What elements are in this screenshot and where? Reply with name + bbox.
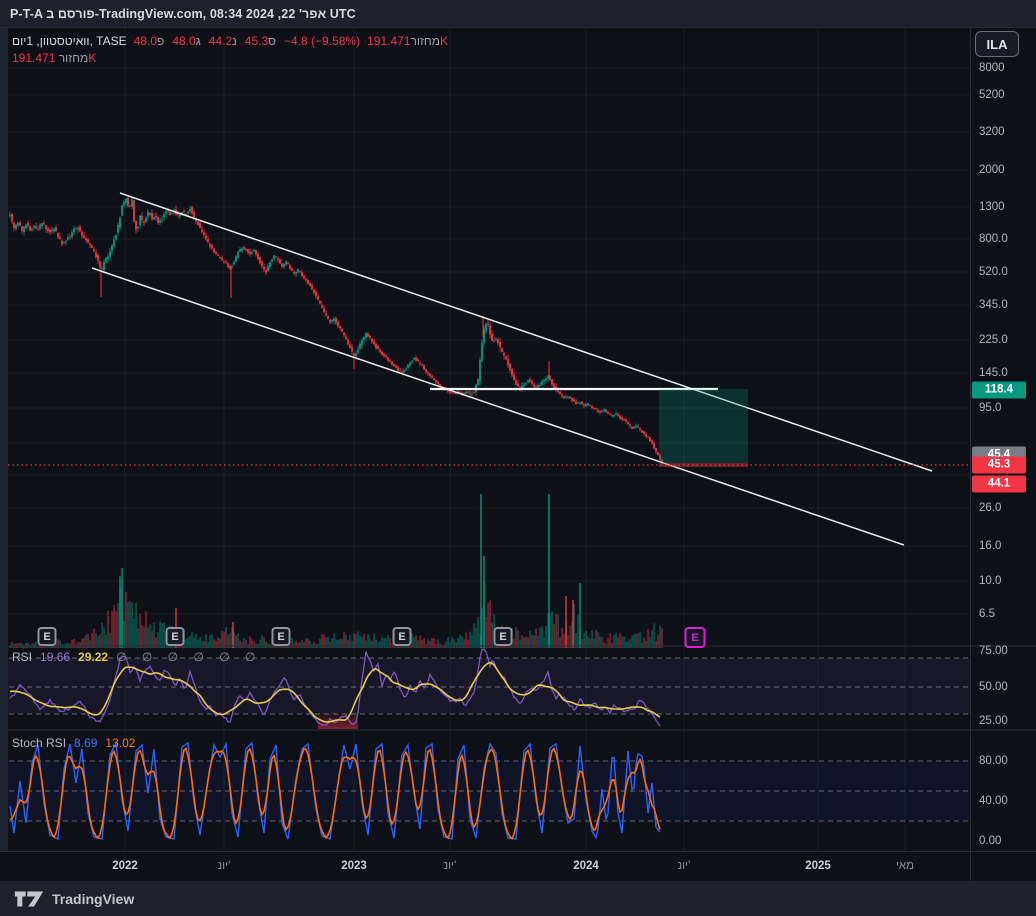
stoch-tick: 40.00: [979, 795, 1008, 807]
price-tick: 225.0: [979, 334, 1008, 346]
volume-bars: [9, 494, 663, 648]
stoch-title[interactable]: Stoch RSI: [12, 736, 67, 750]
ohlc-high: ג48.0: [172, 34, 201, 48]
rsi-tick: 25.00: [979, 715, 1008, 727]
volume-row[interactable]: מחזור 191.471K: [12, 51, 97, 65]
long-position-profit-box: [659, 389, 748, 463]
rsi-empty-values: ∅ ∅ ∅ ∅ ∅ ∅: [116, 650, 262, 664]
time-label: יונ': [677, 860, 691, 872]
rsi-tick: 50.00: [979, 681, 1008, 693]
ohlc-open: פ48.0: [133, 34, 165, 48]
price-tick: 1300: [979, 201, 1005, 213]
stoch-k-value: 8.69: [74, 736, 98, 750]
earnings-badge[interactable]: E: [165, 627, 185, 646]
rsi-tick: 75.00: [979, 645, 1008, 657]
rsi-value: 19.66: [40, 650, 71, 664]
symbol-legend: וואיטסטוון, 1יום, TASE פ48.0 ג48.0 נ44.2…: [12, 33, 448, 67]
symbol-title[interactable]: וואיטסטוון, 1יום, TASE: [12, 34, 127, 48]
footer: TradingView: [0, 881, 1036, 916]
time-label: 2022: [112, 860, 138, 872]
price-tick: 345.0: [979, 299, 1008, 311]
symbol-badge[interactable]: ILA: [975, 31, 1019, 57]
symbol-badge-label: ILA: [986, 36, 1008, 52]
price-badge: 118.4: [972, 381, 1026, 399]
long-position-stop-box: [659, 463, 748, 467]
rsi-title[interactable]: RSI: [12, 650, 33, 664]
time-label: מאי: [895, 860, 915, 872]
ohlc-low: נ44.2: [208, 34, 237, 48]
price-tick: 10.0: [979, 575, 1002, 587]
price-scale[interactable]: 8000 5200 3200 2000 1300 800.0 520.0 345.0 225.0…: [970, 28, 1036, 881]
price-tick: 26.0: [979, 502, 1002, 514]
rsi-ma-value: 29.22: [78, 650, 109, 664]
price-tick: 520.0: [979, 266, 1008, 278]
price-tick: 5200: [979, 89, 1005, 101]
price-tick: 145.0: [979, 367, 1008, 379]
candlestick-series: [9, 196, 663, 465]
earnings-badge[interactable]: E: [493, 627, 513, 646]
rsi-plot: [9, 648, 661, 727]
stoch-d-value: 13.02: [105, 736, 136, 750]
time-label: 2025: [805, 860, 831, 872]
price-tick: 95.0: [979, 402, 1002, 414]
stoch-tick: 0.00: [979, 835, 1002, 847]
stoch-tick: 80.00: [979, 755, 1008, 767]
left-gutter: [0, 28, 8, 881]
price-tick: 6.5: [979, 608, 995, 620]
volume-inline: מחזור191.471K: [367, 34, 449, 48]
stoch-legend: Stoch RSI 8.69 13.02: [12, 736, 135, 750]
price-tick: 2000: [979, 164, 1005, 176]
time-label: 2024: [573, 860, 599, 872]
price-tick: 800.0: [979, 233, 1008, 245]
stoch-rsi-plot: [9, 740, 661, 841]
price-badge: 45.3: [972, 456, 1026, 474]
earnings-badge[interactable]: E: [392, 627, 412, 646]
rsi-legend: RSI 19.66 29.22 ∅ ∅ ∅ ∅ ∅ ∅: [12, 650, 261, 664]
time-label: יונ': [217, 860, 231, 872]
footer-brand: TradingView: [52, 890, 135, 907]
ohlc-close: ס45.3: [244, 34, 277, 48]
change-value: −4.8 (−9.58%): [284, 34, 361, 48]
price-badge: 44.1: [972, 475, 1026, 493]
earnings-badge[interactable]: E: [37, 627, 57, 646]
time-label: יונ': [443, 860, 457, 872]
price-tick: 16.0: [979, 540, 1002, 552]
price-tick: 8000: [979, 62, 1005, 74]
tradingview-logo-icon[interactable]: [14, 889, 44, 909]
earnings-badge[interactable]: E: [271, 627, 291, 646]
earnings-upcoming-badge[interactable]: E: [684, 627, 706, 648]
share-text: P-T-A פורסם ב-TradingView.com, אפר' 22, …: [10, 6, 356, 21]
time-label: 2023: [341, 860, 367, 872]
time-axis[interactable]: 2022 יונ' 2023 יונ' 2024 יונ' 2025 מאי: [0, 851, 1036, 881]
share-header: P-T-A פורסם ב-TradingView.com, אפר' 22, …: [0, 0, 1036, 28]
price-tick: 3200: [979, 126, 1005, 138]
